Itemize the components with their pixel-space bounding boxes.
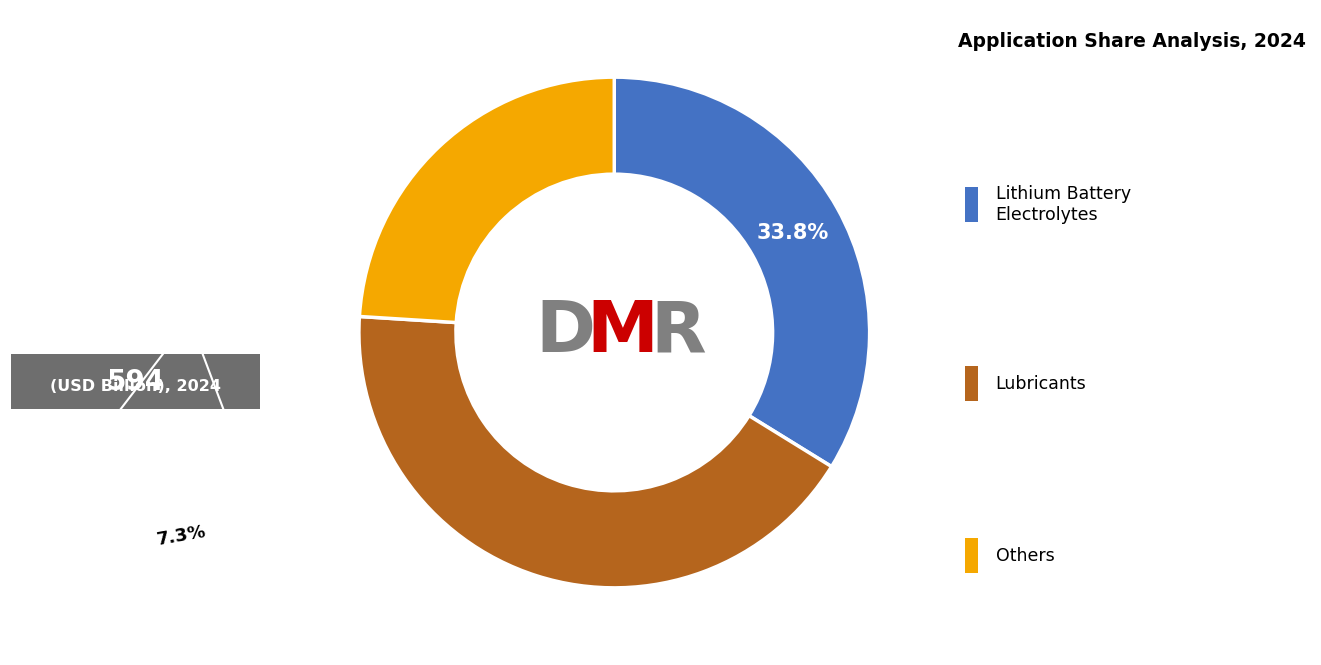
Text: 33.8%: 33.8% <box>757 223 828 243</box>
FancyBboxPatch shape <box>964 366 979 401</box>
Text: 7.3%: 7.3% <box>156 522 207 549</box>
Text: Dimension: Dimension <box>49 53 222 80</box>
Text: Application Share Analysis, 2024: Application Share Analysis, 2024 <box>958 33 1305 51</box>
Text: Global Ethylene: Global Ethylene <box>65 235 206 250</box>
Text: Lubricants: Lubricants <box>996 374 1086 392</box>
FancyBboxPatch shape <box>964 188 979 222</box>
FancyBboxPatch shape <box>11 354 260 409</box>
Wedge shape <box>614 77 869 467</box>
Wedge shape <box>359 317 832 588</box>
Text: M: M <box>587 298 658 367</box>
Text: Size: Size <box>116 331 155 346</box>
Text: 594: 594 <box>106 368 165 396</box>
Text: Lithium Battery
Electrolytes: Lithium Battery Electrolytes <box>996 186 1131 224</box>
Wedge shape <box>359 77 614 323</box>
Text: (USD Billion), 2024: (USD Billion), 2024 <box>50 379 221 394</box>
Text: Others: Others <box>996 547 1054 565</box>
Text: Market: Market <box>78 109 193 137</box>
Text: D: D <box>536 298 596 367</box>
Text: R: R <box>650 298 705 367</box>
Text: Carbonate  Market: Carbonate Market <box>52 283 219 298</box>
Text: Research: Research <box>59 166 211 194</box>
FancyBboxPatch shape <box>964 539 979 573</box>
Text: CAGR
2024-2033: CAGR 2024-2033 <box>18 521 100 563</box>
Polygon shape <box>108 446 250 625</box>
